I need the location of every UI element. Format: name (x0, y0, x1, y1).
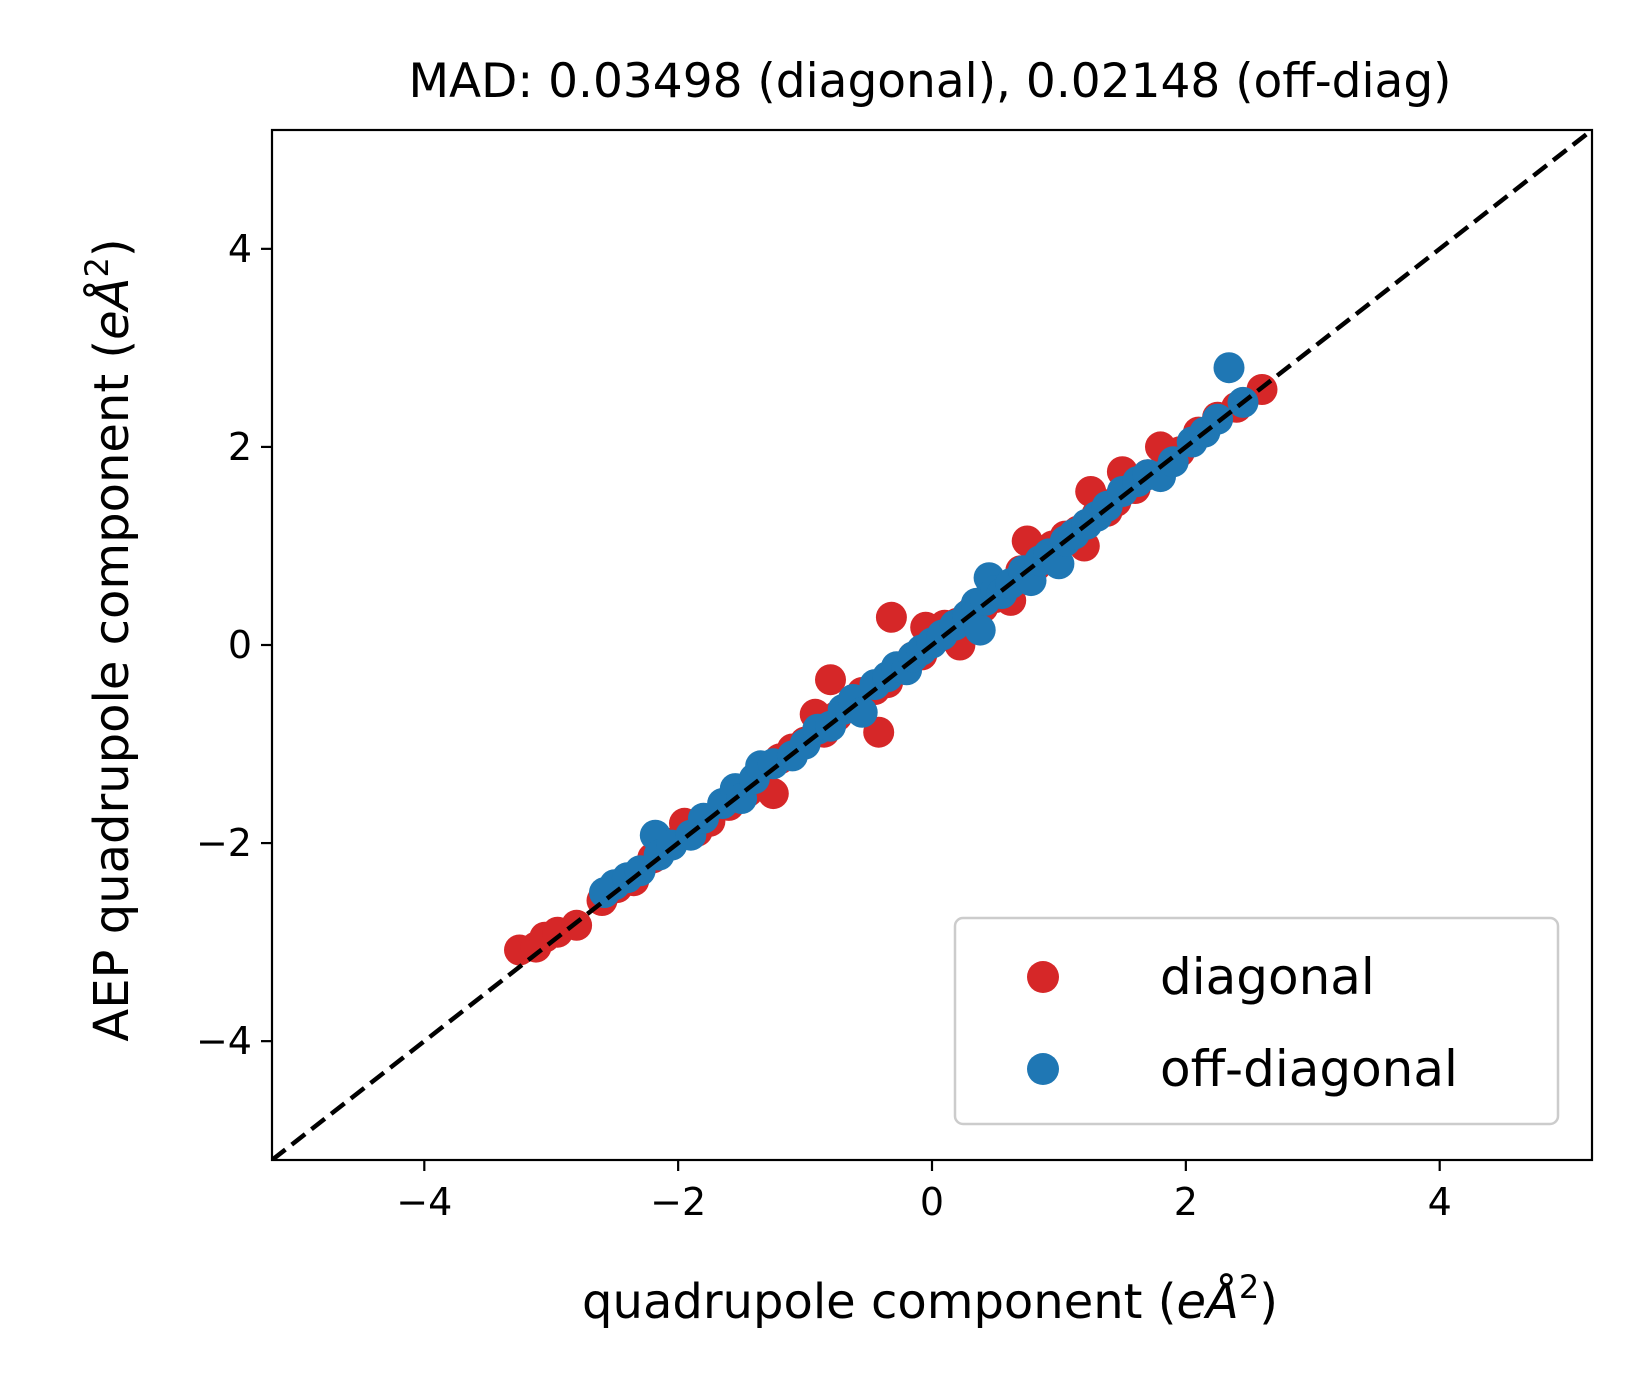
x-tick-label: −4 (396, 1180, 452, 1224)
data-point-diagonal (815, 664, 846, 696)
x-tick-label: −2 (650, 1180, 706, 1224)
plot-marks (272, 130, 1592, 1160)
y-tick-label: 2 (228, 425, 252, 469)
x-tick-label: 2 (1174, 1180, 1198, 1224)
data-point-off-diagonal (964, 614, 996, 646)
data-point-diagonal (875, 601, 907, 633)
data-point-off-diagonal (1213, 352, 1245, 384)
x-tick-label: 0 (920, 1180, 944, 1224)
legend-frame (953, 916, 1560, 1126)
x-axis-title: quadrupole component (eÅ2) (582, 1268, 1278, 1330)
data-point-off-diagonal (846, 696, 878, 728)
y-axis-title: AEP quadrupole component (eÅ2) (78, 238, 140, 1041)
legend-label-diagonal: diagonal (1160, 948, 1375, 1006)
legend-label-off-diagonal: off-diagonal (1160, 1040, 1458, 1098)
chart-title: MAD: 0.03498 (diagonal), 0.02148 (off-di… (408, 54, 1451, 109)
legend-marker-off-diagonal (1027, 1053, 1059, 1085)
y-tick-label: −2 (196, 821, 252, 865)
y-tick-label: 4 (228, 227, 252, 271)
identity-reference-line (272, 130, 1592, 1160)
x-tick-label: 4 (1428, 1180, 1452, 1224)
legend-marker-diagonal (1027, 961, 1059, 993)
data-point-off-diagonal (1157, 446, 1189, 478)
data-point-diagonal (561, 909, 593, 941)
y-tick-label: −4 (196, 1019, 252, 1063)
legend: diagonal off-diagonal (953, 916, 1560, 1126)
plot-area: −4 −2 0 2 4 −4 −2 0 2 4 (196, 128, 1594, 1224)
y-tick-label: 0 (228, 623, 252, 667)
